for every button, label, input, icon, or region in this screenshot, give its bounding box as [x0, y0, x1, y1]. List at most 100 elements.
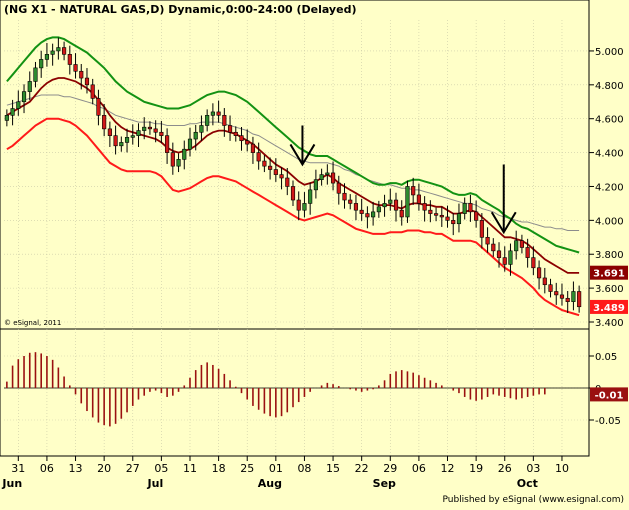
candle-body-up [16, 101, 21, 109]
candlestick [56, 37, 61, 60]
time-tick-label: 03 [526, 462, 540, 475]
candlestick [468, 194, 473, 222]
candle-body-up [39, 59, 44, 69]
candle-body-up [182, 148, 187, 160]
candlestick [33, 61, 38, 88]
candlestick [348, 194, 353, 210]
last-ma-value-box [590, 265, 628, 280]
candlestick [508, 243, 513, 276]
candlestick [491, 238, 496, 257]
month-label: Aug [258, 477, 282, 490]
candle-body-up [325, 172, 330, 175]
candle-body-down [62, 47, 67, 55]
arrow-head [289, 143, 316, 167]
upper-band-line [6, 36, 580, 254]
oscillator-panel-frame [0, 328, 590, 457]
candle-body-up [405, 186, 410, 218]
candlestick [382, 194, 387, 217]
lower-band-line [6, 117, 580, 317]
candle-body-down [96, 98, 101, 116]
candle-body-down [479, 220, 484, 238]
candle-body-down [559, 294, 565, 299]
candlestick [353, 194, 359, 221]
candlestick [159, 120, 164, 143]
candlestick [313, 169, 318, 199]
candlestick [39, 50, 44, 78]
candlestick [474, 200, 479, 228]
candlestick [405, 180, 410, 223]
month-label: Jun [1, 477, 22, 490]
candle-body-down [365, 213, 370, 218]
candlestick [262, 155, 267, 173]
candle-body-up [319, 174, 324, 180]
month-label: Sep [373, 477, 396, 490]
candlestick [227, 115, 233, 141]
time-tick-label: 22 [355, 462, 369, 475]
time-tick-label: 06 [40, 462, 54, 475]
candlestick [502, 246, 507, 272]
oscillator-tick-label: 0.05 [595, 352, 617, 363]
candlestick [365, 206, 370, 229]
candle-body-down [353, 203, 359, 211]
candlestick [16, 90, 21, 116]
footer-text: Published by eSignal (www.esignal.com) [442, 495, 624, 505]
candlestick [519, 234, 524, 254]
candlestick [176, 153, 181, 173]
candle-body-down [165, 135, 170, 153]
candle-body-down [285, 177, 290, 187]
candlestick [456, 203, 462, 233]
candlestick [50, 43, 55, 66]
candlestick [233, 126, 238, 142]
candle-body-down [348, 199, 353, 204]
candle-body-down [107, 128, 112, 136]
candlestick [537, 260, 542, 290]
candlestick [4, 109, 9, 127]
candle-body-down [565, 297, 570, 302]
candle-body-up [388, 199, 393, 204]
candle-body-down [531, 257, 536, 269]
time-tick-label: 18 [212, 462, 226, 475]
candle-body-up [33, 67, 38, 82]
month-label: Oct [517, 477, 538, 490]
candle-body-down [485, 236, 490, 245]
candlestick [187, 127, 193, 157]
candlestick [73, 53, 78, 79]
candlestick [565, 290, 570, 314]
candle-body-down [113, 135, 118, 147]
candle-body-down [273, 169, 278, 175]
last-close-value-badge: 3.489 [590, 299, 628, 314]
candlestick [153, 120, 158, 143]
candle-body-down [525, 247, 530, 258]
candle-body-up [4, 115, 9, 121]
candlestick [210, 103, 215, 126]
price-tick-label: 4.400 [595, 149, 624, 160]
time-tick-label: 01 [269, 462, 283, 475]
month-label: Jul [147, 477, 164, 490]
candle-body-up [44, 54, 49, 60]
candlestick [416, 183, 421, 211]
candle-body-down [227, 125, 233, 133]
time-tick-label: 12 [441, 462, 455, 475]
time-tick-label: 11 [183, 462, 197, 475]
candle-body-up [136, 130, 141, 136]
price-tick-label: 4.200 [595, 182, 624, 193]
arrow-head [490, 211, 517, 235]
candle-body-down [554, 291, 559, 296]
series-layer [6, 36, 580, 317]
candlestick [428, 200, 433, 223]
candle-body-down [279, 174, 284, 179]
candle-body-down [222, 115, 227, 126]
candle-body-up [205, 115, 210, 126]
candle-body-down [342, 192, 347, 201]
candlestick [250, 136, 256, 164]
candle-body-up [50, 50, 55, 55]
candlestick [136, 123, 141, 147]
candlestick [342, 183, 347, 209]
candlestick [102, 103, 107, 137]
candle-body-down [445, 216, 450, 221]
candlestick [559, 283, 565, 306]
candle-body-up [462, 203, 467, 214]
candlestick [256, 142, 261, 170]
candle-body-down [268, 165, 273, 170]
candlestick [485, 227, 490, 253]
